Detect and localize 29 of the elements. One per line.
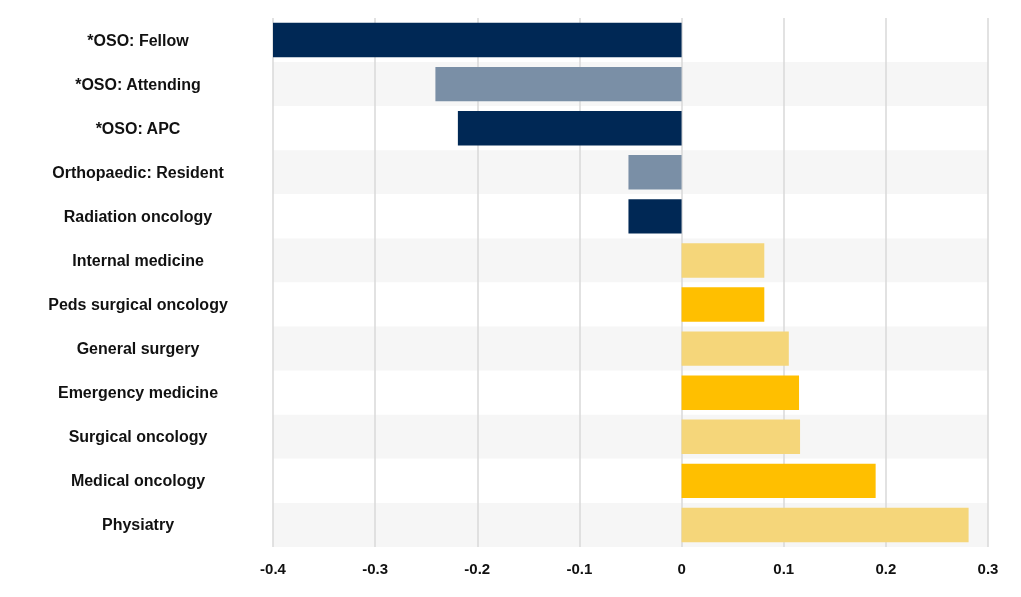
x-tick-label: 0.2 <box>875 560 897 577</box>
y-tick-label: Surgical oncology <box>68 428 208 446</box>
y-tick-label: *OSO: APC <box>95 119 181 137</box>
x-tick-label: -0.2 <box>464 560 491 577</box>
x-tick-label: -0.3 <box>362 560 389 577</box>
bar <box>628 155 682 190</box>
bar <box>681 287 765 322</box>
y-tick-label: *OSO: Fellow <box>87 31 190 49</box>
x-tick-label: 0.3 <box>977 560 999 577</box>
y-tick-label: General surgery <box>76 340 200 358</box>
y-tick-label: Internal medicine <box>72 251 204 269</box>
bar <box>681 375 800 410</box>
x-tick-label: 0 <box>677 560 686 577</box>
y-tick-label: *OSO: Attending <box>75 75 201 93</box>
bar <box>681 419 801 454</box>
x-tick-label: -0.1 <box>566 560 593 577</box>
bar <box>681 463 876 499</box>
y-tick-label: Physiatry <box>101 516 175 534</box>
x-tick-label: -0.4 <box>260 560 287 577</box>
bar <box>628 199 682 234</box>
x-tick-label: 0.1 <box>773 560 795 577</box>
y-tick-label: Emergency medicine <box>57 384 219 402</box>
bar <box>681 243 765 278</box>
bar <box>681 331 789 366</box>
y-tick-label: Radiation oncology <box>63 207 213 225</box>
y-tick-label: Medical oncology <box>70 472 206 490</box>
bar <box>457 111 682 146</box>
y-tick-label: Peds surgical oncology <box>48 296 228 314</box>
y-tick-label: Orthopaedic: Resident <box>52 163 225 181</box>
